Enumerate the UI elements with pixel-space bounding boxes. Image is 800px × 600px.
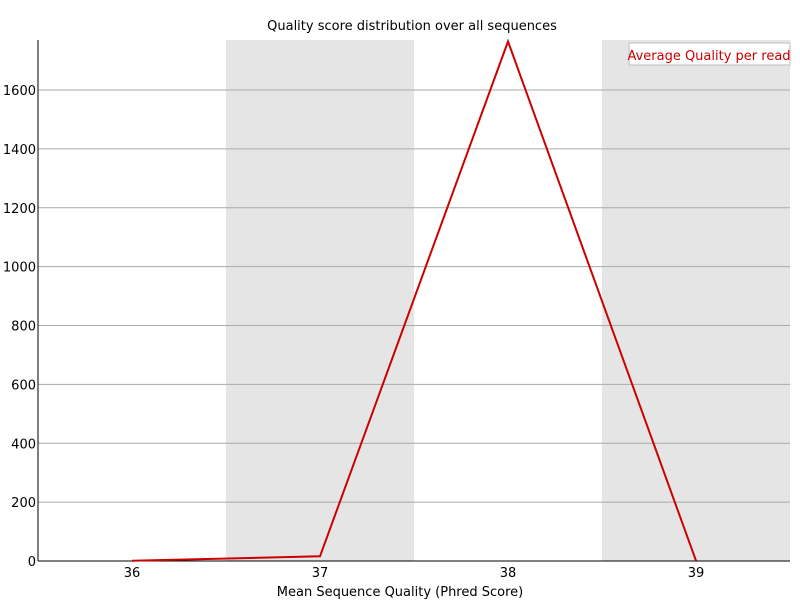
y-tick-label: 1400 — [3, 143, 36, 158]
x-tick-label: 37 — [312, 566, 329, 581]
y-tick-labels: 0 200 400 600 800 1000 1200 1400 1600 — [3, 84, 36, 570]
legend-box — [628, 42, 791, 66]
axes — [37, 40, 790, 562]
y-tick-label: 400 — [11, 437, 36, 452]
grid-lines — [38, 89, 790, 503]
x-tick-label: 36 — [124, 566, 141, 581]
y-tick-label: 1000 — [3, 261, 36, 276]
y-tick-label: 800 — [11, 320, 36, 335]
y-tick-label: 600 — [11, 378, 36, 393]
x-tick-label: 39 — [688, 566, 705, 581]
y-tick-label: 0 — [28, 555, 36, 570]
chart-title: Quality score distribution over all sequ… — [267, 19, 557, 34]
y-tick-label: 1600 — [3, 84, 36, 99]
legend-label: Average Quality per read — [627, 49, 790, 64]
x-tick-label: 38 — [500, 566, 517, 581]
legend: Average Quality per read — [627, 42, 791, 66]
background-bands — [226, 40, 790, 561]
background-band — [602, 40, 790, 561]
series-layer — [131, 38, 697, 562]
y-tick-label: 200 — [11, 496, 36, 511]
y-tick-label: 1200 — [3, 202, 36, 217]
x-tick-labels: 36 37 38 39 — [124, 566, 705, 581]
x-axis-label: Mean Sequence Quality (Phred Score) — [277, 585, 523, 600]
series-line — [131, 38, 697, 562]
background-band — [226, 40, 414, 561]
